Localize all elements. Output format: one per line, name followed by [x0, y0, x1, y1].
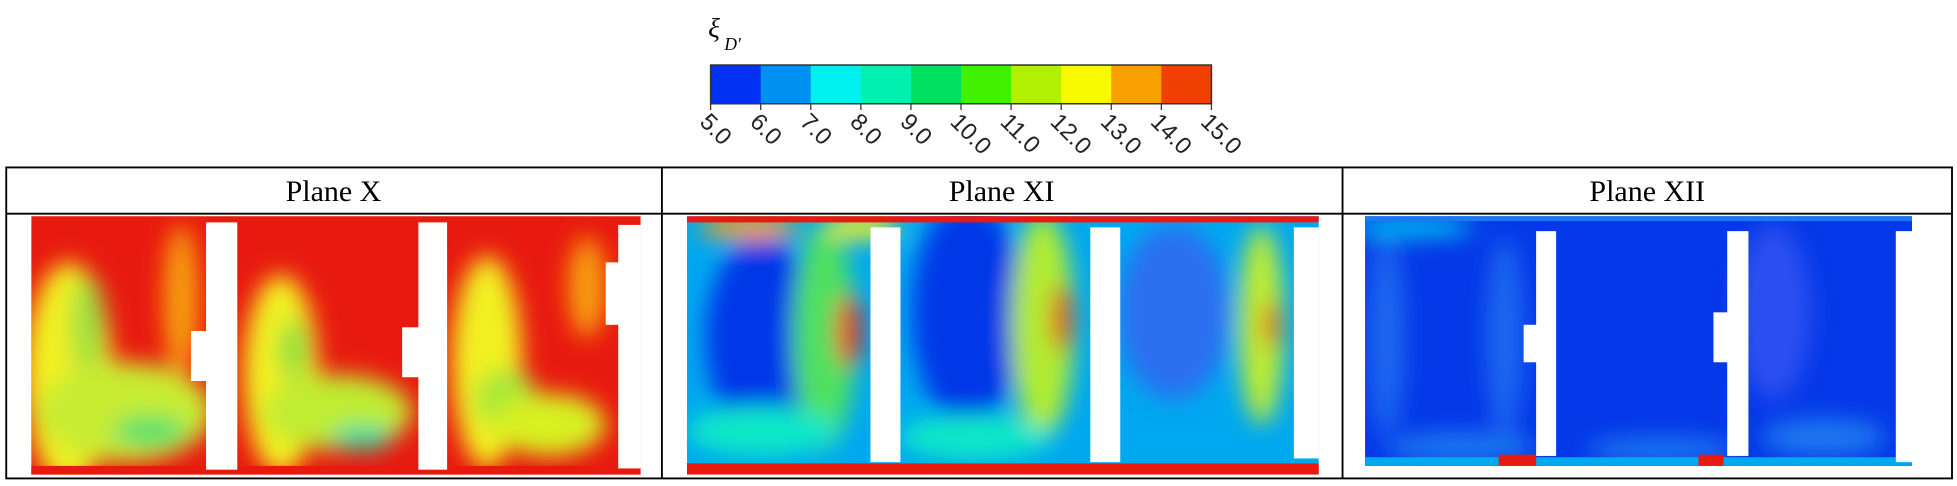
colorbar-symbol: ξ: [708, 14, 720, 44]
table-frame: [5, 166, 1953, 480]
colorbar-swatch: [1111, 65, 1162, 104]
colorbar-tick-label: 10.0: [945, 109, 996, 160]
colorbar-swatch: [1011, 65, 1062, 104]
colorbar-swatch: [810, 65, 862, 104]
colorbar-swatch: [860, 65, 912, 104]
panel-title: Plane X: [286, 175, 382, 208]
colorbar-swatch: [710, 65, 762, 104]
colorbar-tick-label: 8.0: [845, 109, 887, 151]
colorbar-swatch: [1061, 65, 1112, 104]
colorbar-tick-label: 15.0: [1195, 109, 1246, 160]
colorbar-swatch: [961, 65, 1012, 104]
colorbar: 5.0 6.0 7.0 8.0 9.0 10.0 11.0 12.0 13.0 14.0 15.0: [694, 64, 1246, 160]
colorbar-tick-label: 9.0: [895, 109, 937, 151]
colorbar-subscript: D': [723, 34, 741, 54]
colorbar-tick-label: 12.0: [1045, 109, 1096, 160]
colorbar-tick-label: 6.0: [745, 109, 787, 151]
panel-title: Plane XI: [949, 175, 1055, 208]
colorbar-tick-label: 7.0: [795, 109, 837, 151]
colorbar-swatch: [910, 65, 962, 104]
contour-plane-xi: [686, 216, 1319, 475]
colorbar-tick-label: 14.0: [1145, 109, 1196, 160]
colorbar-tick-label: 5.0: [694, 109, 736, 151]
colorbar-swatch: [1161, 65, 1212, 104]
contour-plane-x: [31, 216, 641, 475]
colorbar-tick-label: 13.0: [1095, 109, 1146, 160]
panel-title: Plane XII: [1589, 175, 1705, 208]
contour-plane-xii: [1365, 216, 1913, 466]
colorbar-swatch: [760, 65, 812, 104]
colorbar-tick-label: 11.0: [995, 109, 1045, 159]
